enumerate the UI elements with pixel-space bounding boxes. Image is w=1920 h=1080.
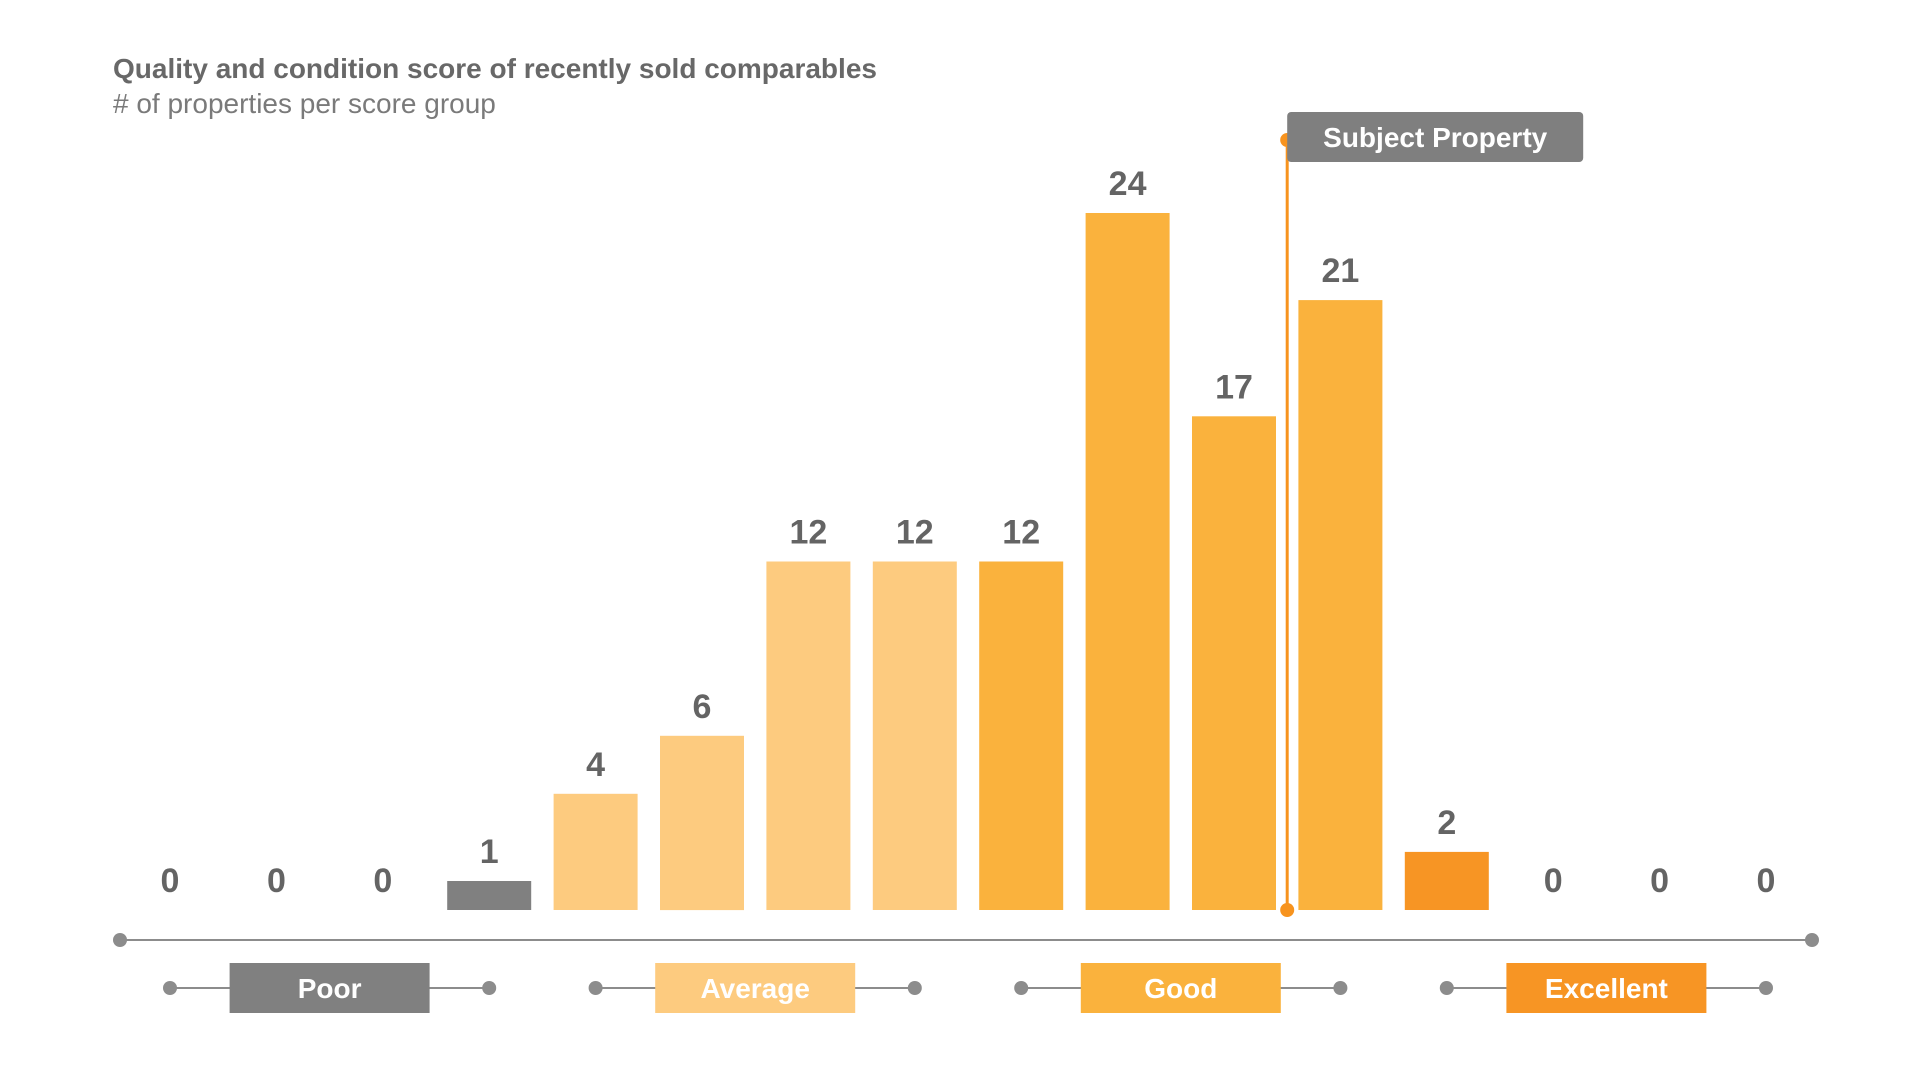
legend-good-right-dot [1333,981,1348,995]
subject-property-label: Subject Property [1323,122,1547,153]
legend-excellent-left-dot [1439,981,1454,995]
legend-good-left-dot [1014,981,1029,995]
legend-poor-swatch [229,963,430,1013]
legend-excellent-right-dot [1759,981,1773,995]
value-label-11: 17 [1215,368,1253,406]
legend-poor-left-dot [163,981,177,995]
bar-11 [1192,416,1276,910]
subject-property-label-box [1287,112,1584,162]
bar-7 [766,561,851,910]
value-label-15: 0 [1650,862,1669,900]
value-label-3: 0 [373,862,392,900]
value-label-2: 0 [267,862,286,900]
value-label-14: 0 [1544,862,1563,900]
legend-poor-label: Poor [298,973,362,1004]
subject-property-annotation: Subject Property [1280,112,1584,917]
legend-average-swatch [655,963,856,1013]
legend-excellent-swatch [1506,963,1707,1013]
bar-12 [1298,300,1383,911]
legend-good-label: Good [1144,973,1217,1004]
score-group-legend: Poor Average Good Excellent [163,963,1773,1013]
value-label-7: 12 [789,514,827,552]
chart-title: Quality and condition score of recently … [113,53,877,84]
value-label-16: 0 [1757,862,1776,900]
value-label-8: 12 [896,514,934,552]
value-label-4: 1 [480,833,499,871]
legend-poor: Poor [163,963,497,1013]
legend-average: Average [588,963,922,1013]
value-label-13: 2 [1437,804,1456,842]
legend-excellent: Excellent [1439,963,1773,1013]
value-label-9: 12 [1002,514,1040,552]
bar-13 [1404,851,1489,910]
value-label-12: 21 [1321,252,1359,290]
bar-5 [553,793,638,910]
bar-6 [660,735,744,911]
bars-layer [447,213,1489,911]
value-label-1: 0 [161,862,180,900]
value-label-5: 4 [586,746,605,784]
bar-4 [447,881,532,910]
legend-poor-right-dot [482,981,497,995]
value-labels-layer: 0 0 0 1 4 6 12 12 12 24 17 21 2 0 0 0 [161,165,1776,900]
legend-average-left-dot [588,981,603,995]
value-label-10: 24 [1109,165,1147,203]
bar-10 [1085,213,1170,910]
legend-excellent-label: Excellent [1545,973,1668,1004]
chart-subtitle: # of properties per score group [113,88,496,119]
legend-average-label: Average [700,973,809,1004]
legend-good: Good [1014,963,1348,1013]
subject-property-marker-bottom-dot [1280,903,1295,917]
value-label-6: 6 [693,688,712,726]
bar-9 [979,561,1064,910]
legend-good-swatch [1080,963,1281,1013]
legend-average-right-dot [907,981,922,995]
bar-8 [872,561,957,910]
x-axis [113,933,1819,947]
axis-start-dot [113,933,127,947]
axis-end-dot [1805,933,1819,947]
